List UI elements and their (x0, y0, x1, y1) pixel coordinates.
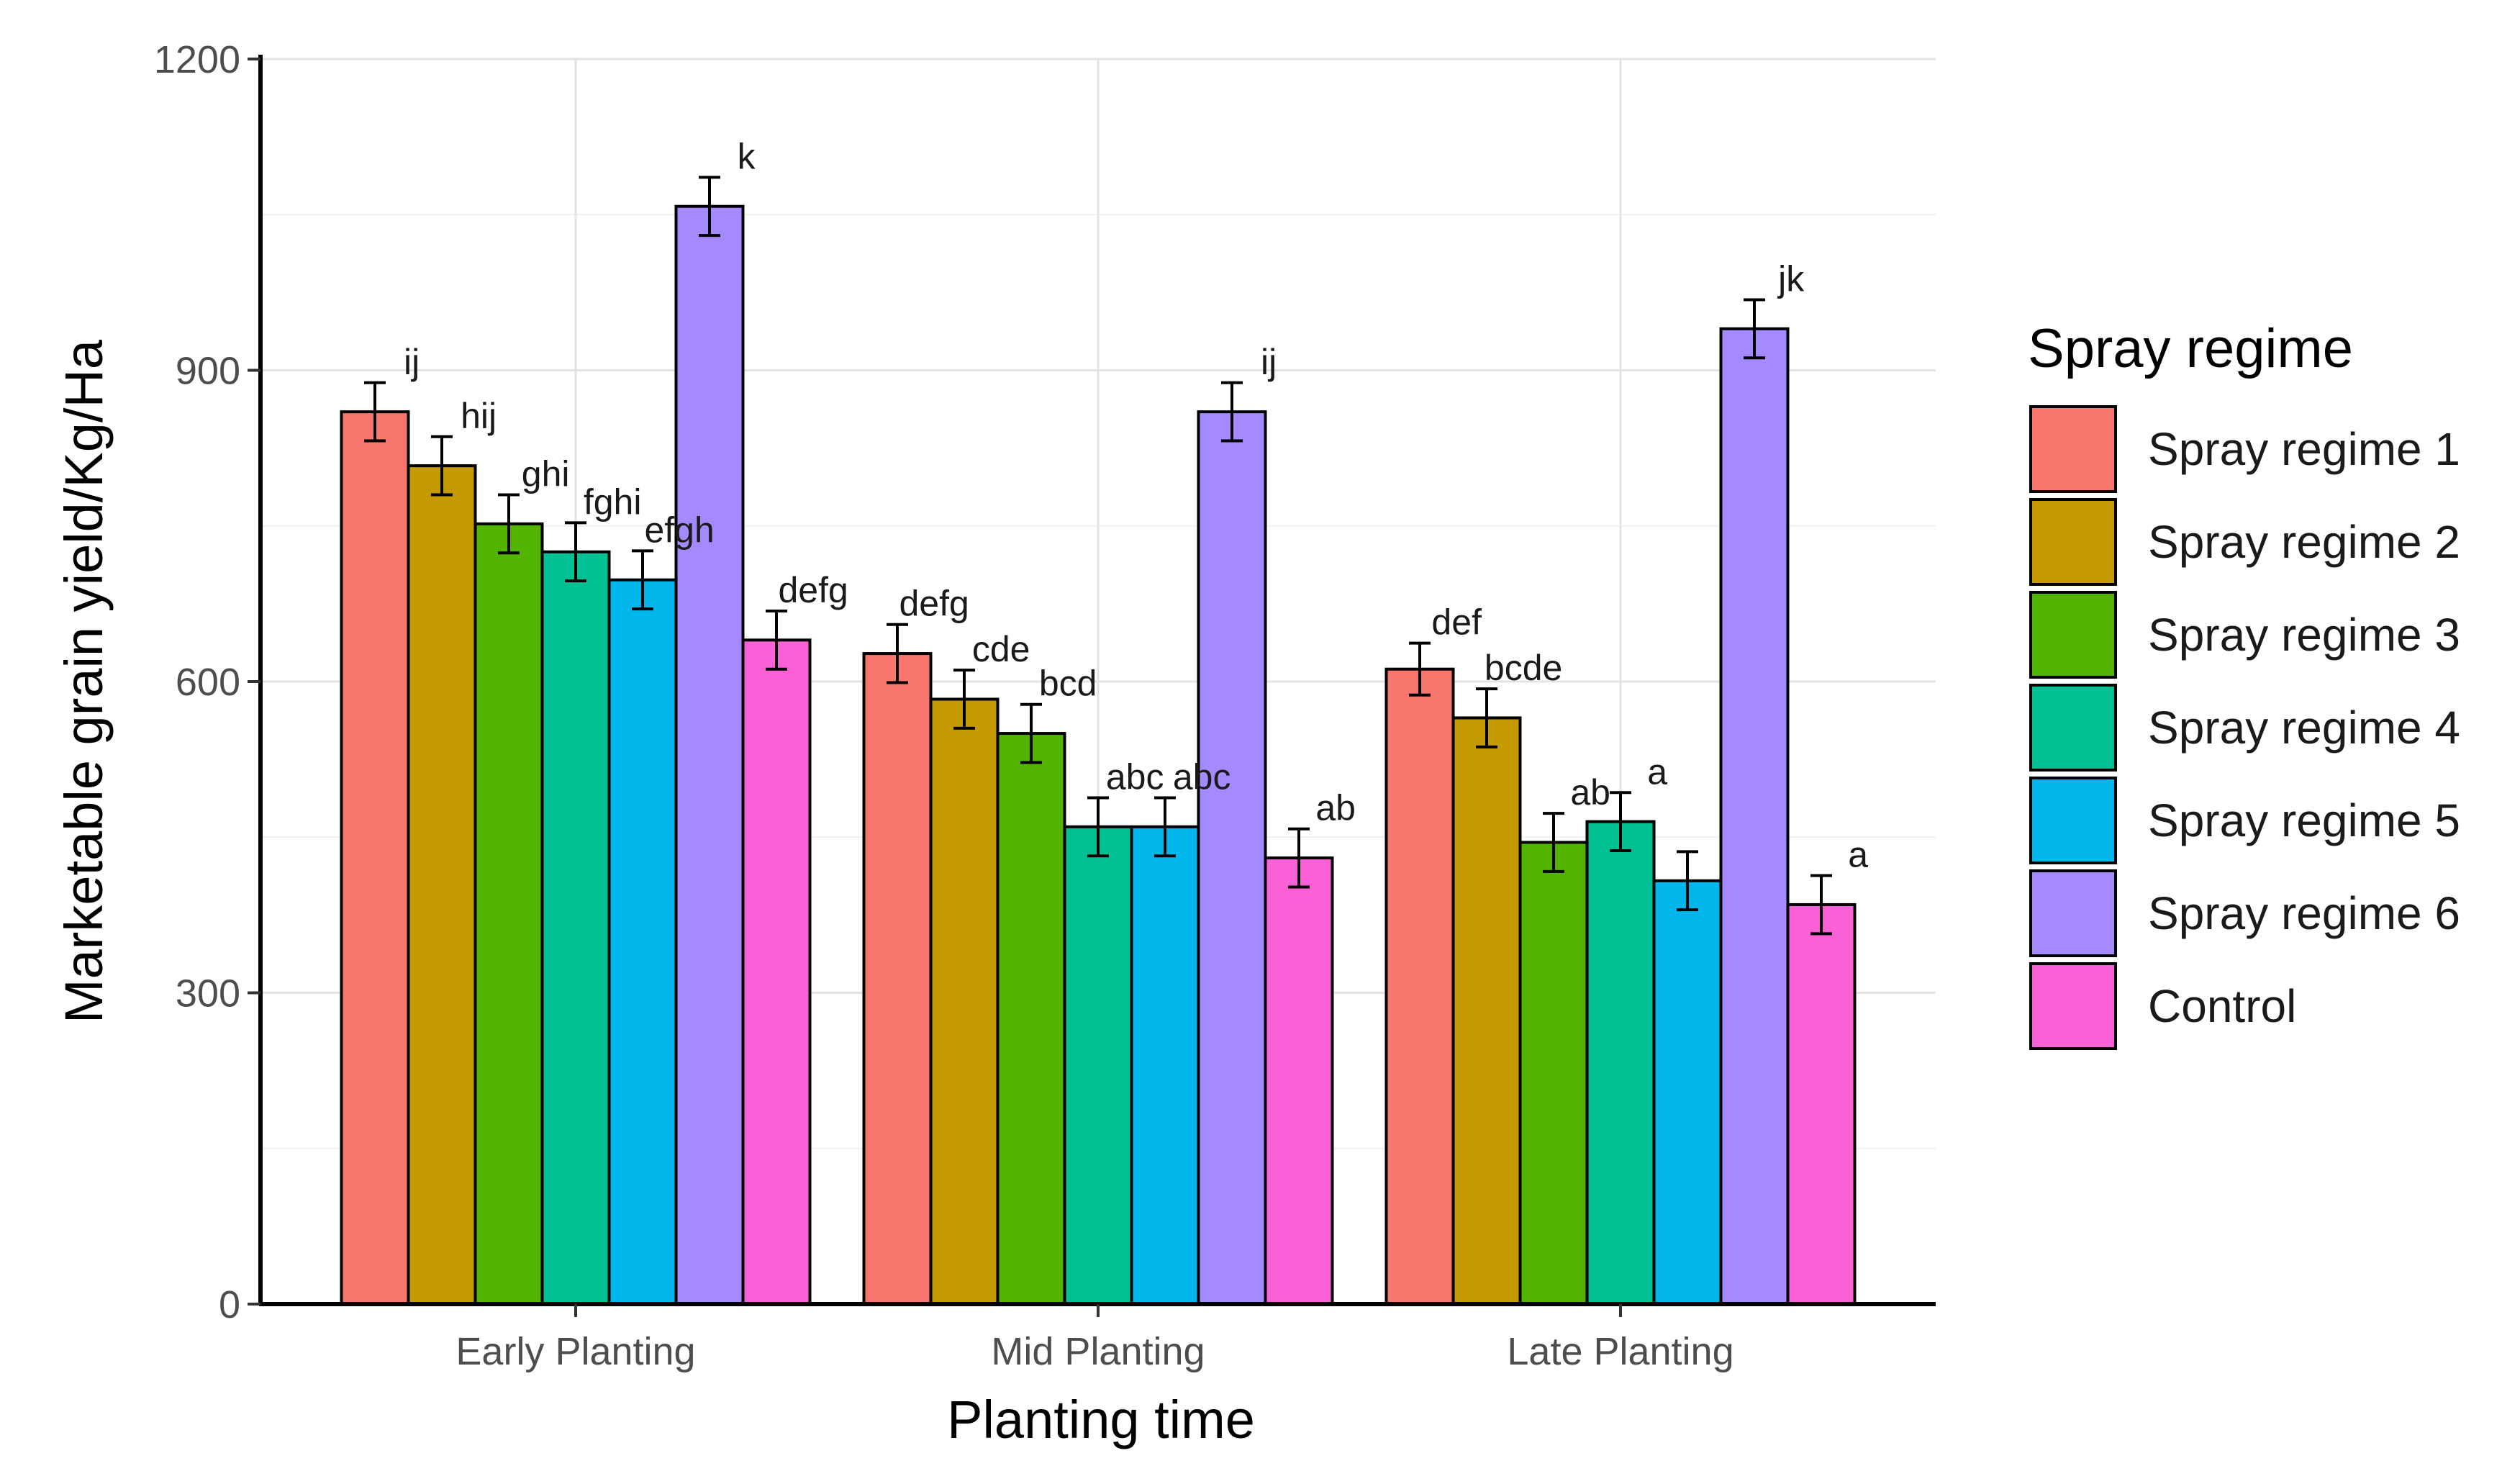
bar (1719, 327, 1790, 1306)
bar (1130, 825, 1200, 1306)
legend: Spray regime Spray regime 1 Spray regime 2… (2028, 318, 2460, 1050)
legend-label: Spray regime 5 (2148, 795, 2460, 846)
bar (674, 204, 745, 1306)
significance-letter: a (1848, 835, 1868, 875)
bar (1384, 667, 1455, 1306)
bars (340, 176, 1857, 1306)
significance-letter: def (1431, 602, 1482, 643)
legend-key (2029, 498, 2117, 586)
y-tick-label: 900 (176, 350, 240, 393)
significance-letter: hij (461, 396, 497, 436)
bar (929, 697, 1000, 1306)
significance-letter: defg (899, 584, 969, 624)
bar (996, 732, 1066, 1306)
significance-letter: abc (1173, 756, 1231, 797)
bar (340, 410, 410, 1306)
legend-key (2029, 591, 2117, 679)
significance-letter: ab (1315, 788, 1356, 828)
legend-label: Spray regime 1 (2148, 423, 2460, 475)
bar (741, 638, 812, 1306)
y-tick-label: 1200 (154, 38, 240, 81)
bar (1264, 856, 1334, 1306)
bar (1585, 820, 1656, 1306)
significance-letter: ij (404, 342, 420, 382)
x-axis-title: Planting time (947, 1390, 1255, 1449)
y-tick-label: 600 (176, 661, 240, 704)
significance-letter: ij (1261, 342, 1277, 382)
bar (1451, 716, 1522, 1306)
legend-label: Spray regime 6 (2148, 887, 2460, 939)
significance-letter: bcd (1039, 664, 1097, 704)
legend-key (2029, 869, 2117, 957)
bar (607, 578, 678, 1306)
bar (540, 550, 611, 1306)
bar (1063, 825, 1133, 1306)
y-tick-label: 0 (219, 1283, 240, 1326)
legend-label: Spray regime 2 (2148, 516, 2460, 568)
significance-letter: a (1647, 751, 1667, 792)
x-tick-label: Mid Planting (991, 1330, 1205, 1373)
significance-letter: ghi (522, 454, 570, 494)
axes: 0 300 600 900 1200 Early Planting Mid Planting… (154, 38, 1936, 1373)
significance-letter: fghi (584, 481, 642, 522)
bar (1518, 841, 1589, 1306)
bar (407, 464, 477, 1306)
legend-label: Spray regime 4 (2148, 702, 2460, 754)
bar (862, 652, 933, 1306)
legend-key (2029, 962, 2117, 1050)
significance-letter: abc (1106, 756, 1164, 797)
significance-letter: jk (1777, 258, 1805, 299)
significance-letter: ab (1570, 772, 1610, 813)
x-tick-label: Late Planting (1507, 1330, 1733, 1373)
legend-label: Control (2148, 980, 2296, 1032)
legend-label: Spray regime 3 (2148, 609, 2460, 661)
bar (473, 522, 544, 1306)
significance-letter: defg (778, 570, 848, 610)
y-axis-title: Marketable grain yield/Kg/Ha (54, 339, 114, 1023)
bar (1786, 902, 1857, 1306)
legend-key (2029, 777, 2117, 864)
significance-letter: k (738, 136, 756, 176)
legend-key (2029, 684, 2117, 772)
y-tick-label: 300 (176, 972, 240, 1015)
significance-letter: cde (972, 629, 1030, 669)
legend-key (2029, 405, 2117, 493)
bar (1652, 879, 1723, 1306)
legend-title: Spray regime (2028, 318, 2353, 379)
significance-letter: bcde (1485, 648, 1562, 688)
significance-letter: efgh (644, 510, 714, 550)
x-tick-label: Early Planting (455, 1330, 695, 1373)
significance-labels: ij defg def hij cde bcde ghi bcd ab fghi abc a efgh a… (404, 136, 1868, 874)
bar (1197, 410, 1267, 1306)
